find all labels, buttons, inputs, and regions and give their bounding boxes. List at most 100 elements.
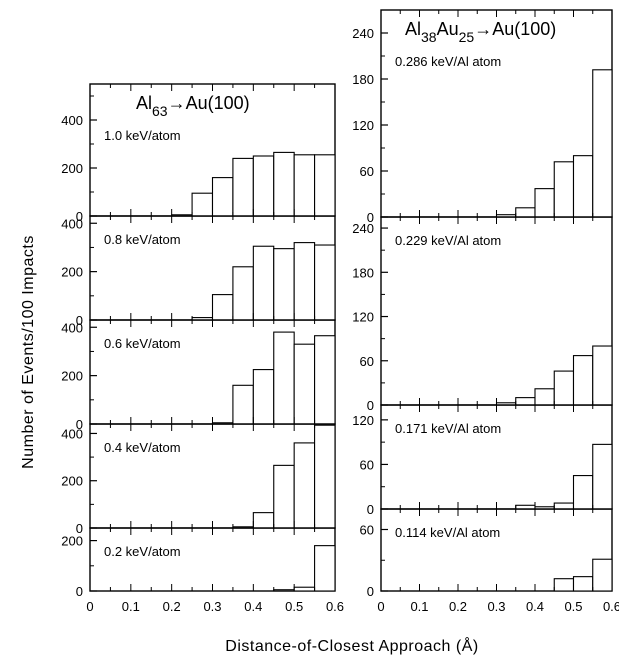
y-tick-label: 200 (61, 474, 83, 489)
histogram-bar (572, 355, 594, 406)
x-tick-label: 0.3 (203, 599, 221, 614)
x-tick-label: 0 (377, 599, 384, 614)
panel-energy-label: 0.171 keV/Al atom (395, 421, 501, 436)
histogram-bar (293, 154, 316, 217)
histogram-bar (211, 294, 234, 321)
histogram-bar (232, 157, 254, 217)
histogram-bar (314, 244, 336, 321)
histogram-bar (273, 589, 295, 592)
histogram-bar (273, 464, 295, 529)
y-tick-label: 0 (76, 521, 83, 536)
histogram-bar (252, 512, 275, 529)
histogram-bar (515, 207, 536, 218)
y-tick-label: 180 (352, 72, 374, 87)
histogram-bar (592, 345, 613, 406)
histogram-bar (273, 248, 295, 321)
panel-left-3: 0 200 400 0.6 keV/atom (61, 319, 336, 432)
panel-energy-label: 0.4 keV/atom (104, 440, 181, 455)
panel-left-4: 0 200 400 0.4 keV/atom (61, 423, 336, 536)
panel-title: Al38Au25→Au(100) (405, 19, 556, 45)
histogram-bar (232, 384, 254, 425)
panel-left-2: 0 200 400 0.8 keV/atom (61, 215, 336, 328)
panel-right-4: 0 60 0.114 keV/Al atom 0 0.1 0.2 0.3 0.4 0.5 0.6 (360, 508, 619, 614)
panel-left-1: 0 200 400 1.0 keV/atom Al63→Au(100) (61, 83, 336, 224)
y-tick-label: 120 (352, 310, 374, 325)
y-tick-label: 0 (367, 398, 374, 413)
y-tick-label: 60 (360, 354, 374, 369)
histogram-bar (314, 154, 336, 217)
y-tick-label: 400 (61, 216, 83, 231)
x-tick-label: 0.5 (564, 599, 582, 614)
histogram-bar (553, 578, 575, 592)
histogram-bar (252, 369, 275, 425)
y-tick-label: 240 (352, 26, 374, 41)
histogram-bar (293, 442, 316, 529)
histogram-bar (293, 242, 316, 321)
y-tick-label: 120 (352, 413, 374, 428)
histogram-bar (293, 586, 316, 592)
x-tick-label: 0.6 (326, 599, 344, 614)
y-tick-label: 60 (360, 457, 374, 472)
x-tick-label: 0.2 (163, 599, 181, 614)
histogram-bar (211, 177, 234, 217)
x-tick-label: 0 (86, 599, 93, 614)
histogram-bar (273, 331, 295, 425)
y-tick-label: 400 (61, 426, 83, 441)
histogram-bar (314, 545, 336, 592)
histogram-bar (252, 155, 275, 217)
y-tick-label: 0 (367, 584, 374, 599)
x-tick-label: 0.4 (244, 599, 262, 614)
histogram-bar (592, 558, 613, 592)
panel-frame (89, 527, 336, 592)
y-tick-label: 400 (61, 320, 83, 335)
y-tick-label: 0 (367, 210, 374, 225)
x-tick-label: 0.6 (603, 599, 619, 614)
y-tick-label: 120 (352, 118, 374, 133)
histogram-bar (534, 388, 555, 406)
histogram-bar (314, 424, 336, 529)
histogram-bar (515, 397, 536, 406)
y-tick-label: 200 (61, 265, 83, 280)
y-tick-label: 0 (76, 584, 83, 599)
histogram-bar (252, 245, 275, 321)
x-axis-title: Distance-of-Closest Approach (Å) (225, 636, 478, 655)
y-tick-label: 180 (352, 265, 374, 280)
histogram-bar (553, 502, 575, 510)
histogram-bar (553, 370, 575, 406)
panel-energy-label: 0.8 keV/atom (104, 232, 181, 247)
x-tick-label: 0.1 (410, 599, 428, 614)
y-axis-title: Number of Events/100 Impacts (20, 235, 37, 469)
y-tick-label: 200 (61, 161, 83, 176)
y-tick-label: 60 (360, 164, 374, 179)
histogram-bar (293, 343, 316, 425)
histogram-bar (534, 188, 555, 218)
y-tick-label: 0 (76, 417, 83, 432)
histogram-bar (572, 576, 594, 592)
panel-energy-label: 0.114 keV/Al atom (395, 525, 500, 540)
panel-energy-label: 0.286 keV/Al atom (395, 54, 501, 69)
y-tick-label: 200 (61, 534, 83, 549)
panel-title: Al63→Au(100) (136, 93, 250, 119)
histogram-bar (592, 443, 613, 510)
y-tick-label: 240 (352, 221, 374, 236)
histogram-bar (553, 161, 575, 218)
histogram-bar (314, 335, 336, 425)
panel-energy-label: 1.0 keV/atom (104, 128, 181, 143)
x-tick-label: 0.2 (449, 599, 467, 614)
y-tick-label: 400 (61, 113, 83, 128)
panel-energy-label: 0.229 keV/Al atom (395, 233, 501, 248)
x-tick-label: 0.5 (285, 599, 303, 614)
panel-energy-label: 0.2 keV/atom (104, 544, 181, 559)
histogram-bar (572, 475, 594, 510)
histogram-bar (592, 69, 613, 218)
histogram-bar (191, 192, 214, 217)
panel-right-1: 0 60 120 180 240 0.286 keV/Al atom Al38Au25→Au… (352, 9, 613, 225)
y-tick-label: 200 (61, 369, 83, 384)
histogram-bar (572, 155, 594, 218)
panel-right-2: 0 60 120 180 240 0.229 keV/Al atom (352, 216, 613, 413)
panel-right-3: 0 60 120 0.171 keV/Al atom (352, 404, 613, 517)
histogram-bar (232, 266, 254, 321)
x-tick-label: 0.1 (122, 599, 140, 614)
